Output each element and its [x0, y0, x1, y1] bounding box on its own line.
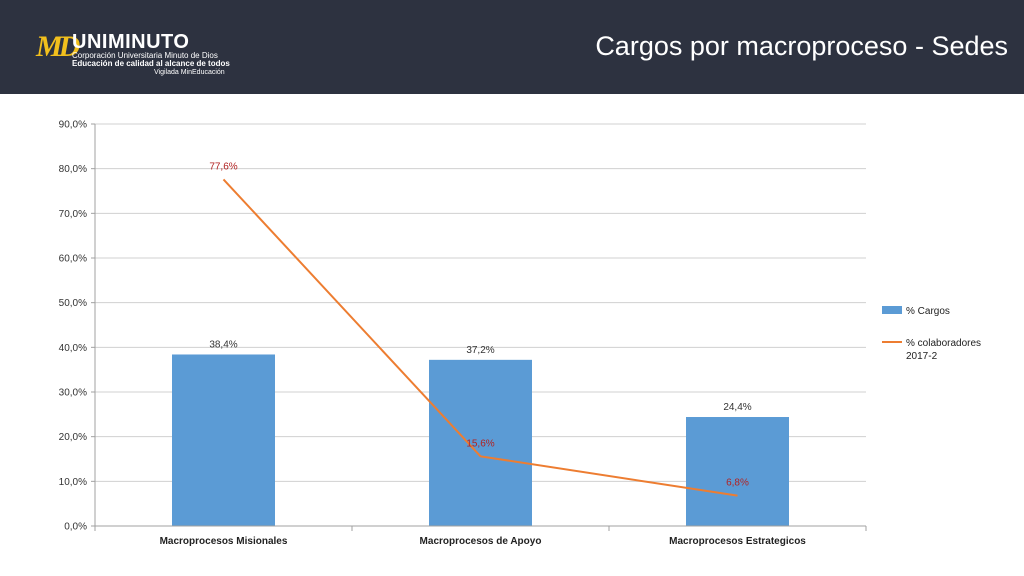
line-data-label: 77,6% — [209, 161, 237, 172]
y-tick-label: 90,0% — [59, 120, 87, 131]
y-tick-label: 80,0% — [59, 164, 87, 175]
bar-data-label: 38,4% — [209, 339, 237, 350]
logo-tagline-2: Educación de calidad al alcance de todos — [72, 59, 230, 68]
y-tick-label: 30,0% — [59, 388, 87, 399]
page-title: Cargos por macroproceso - Sedes — [595, 31, 1008, 61]
combo-chart: 0,0% 10,0% 20,0% 30,0% 40,0% 50,0% 60,0% 70,0% 8… — [59, 120, 981, 548]
legend: % Cargos % colaboradores 2017-2 — [882, 306, 981, 362]
legend-label-cargos: % Cargos — [906, 306, 950, 317]
y-tick-label: 0,0% — [64, 522, 87, 533]
y-tick-label: 40,0% — [59, 343, 87, 354]
bar — [429, 359, 532, 526]
y-axis: 0,0% 10,0% 20,0% 30,0% 40,0% 50,0% 60,0% 70,0% 8… — [59, 120, 96, 533]
legend-label-line: % colaboradores — [906, 338, 981, 349]
line-path — [222, 178, 738, 497]
line-series: 77,6% 15,6% 6,8% — [209, 161, 749, 497]
logo-tagline-1: Corporación Universitaria Minuto de Dios — [72, 51, 218, 60]
header-bar: MD UNIMINUTO Corporación Universitaria M… — [0, 0, 1024, 94]
bar-data-label: 24,4% — [723, 402, 751, 413]
legend-label-line: 2017-2 — [906, 351, 938, 362]
x-axis: Macroprocesos Misionales Macroprocesos de… — [94, 525, 867, 547]
bar-data-label: 37,2% — [466, 345, 494, 356]
line-data-label: 6,8% — [726, 478, 749, 489]
x-category-label: Macroprocesos de Apoyo — [420, 536, 542, 547]
bar — [172, 354, 275, 526]
y-tick-label: 70,0% — [59, 209, 87, 220]
bar — [686, 417, 789, 526]
line-data-label: 15,6% — [466, 438, 494, 449]
y-tick-label: 60,0% — [59, 254, 87, 265]
logo-tagline-3: Vigilada MinEducación — [154, 69, 225, 76]
uniminuto-logo: MD UNIMINUTO Corporación Universitaria M… — [36, 28, 236, 78]
x-category-label: Macroprocesos Estrategicos — [669, 536, 806, 547]
y-tick-label: 10,0% — [59, 477, 87, 488]
bar-series: 38,4% 37,2% 24,4% — [172, 339, 789, 526]
y-tick-label: 50,0% — [59, 298, 87, 309]
logo-mark: MD — [36, 30, 80, 63]
legend-swatch-cargos — [882, 306, 902, 314]
y-tick-label: 20,0% — [59, 432, 87, 443]
x-category-label: Macroprocesos Misionales — [160, 536, 288, 547]
legend-label-colaboradores: % colaboradores 2017-2 — [906, 338, 981, 362]
logo-name: UNIMINUTO — [72, 31, 190, 53]
